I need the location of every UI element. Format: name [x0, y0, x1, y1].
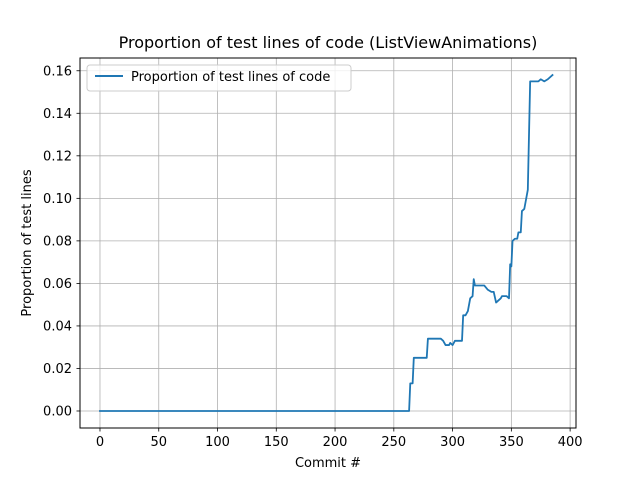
- series-line: [99, 73, 554, 412]
- x-tick-label: 50: [150, 435, 167, 450]
- x-tick-label: 100: [205, 435, 230, 450]
- x-tick-label: 250: [381, 435, 406, 450]
- y-tick-label: 0.12: [43, 149, 72, 164]
- y-tick-label: 0.16: [43, 64, 72, 79]
- x-tick-label: 0: [96, 435, 104, 450]
- x-tick-label: 350: [499, 435, 524, 450]
- y-tick-label: 0.14: [43, 107, 72, 122]
- chart-title: Proportion of test lines of code (ListVi…: [119, 33, 538, 52]
- x-tick-label: 150: [264, 435, 289, 450]
- x-tick-label: 300: [440, 435, 465, 450]
- x-tick-label: 400: [558, 435, 583, 450]
- x-axis-label: Commit #: [295, 456, 361, 471]
- x-tick-label: 200: [323, 435, 348, 450]
- plot-frame: [79, 57, 577, 429]
- y-axis-label: Proportion of test lines: [20, 169, 35, 316]
- legend: Proportion of test lines of code: [86, 64, 352, 92]
- ticks: 0 50 100 150 200 250 300 350 400 0.00 0.02 0.04 0.06…: [43, 64, 582, 450]
- y-tick-label: 0.02: [43, 362, 72, 377]
- grid: [80, 58, 576, 428]
- legend-box: [86, 64, 352, 92]
- y-tick-label: 0.04: [43, 319, 72, 334]
- y-tick-label: 0.06: [43, 277, 72, 292]
- y-tick-label: 0.00: [43, 404, 72, 419]
- y-tick-label: 0.10: [43, 192, 72, 207]
- y-tick-label: 0.08: [43, 234, 72, 249]
- legend-label: Proportion of test lines of code: [131, 70, 330, 85]
- plot-area: [80, 58, 576, 428]
- series-layer: [99, 73, 554, 412]
